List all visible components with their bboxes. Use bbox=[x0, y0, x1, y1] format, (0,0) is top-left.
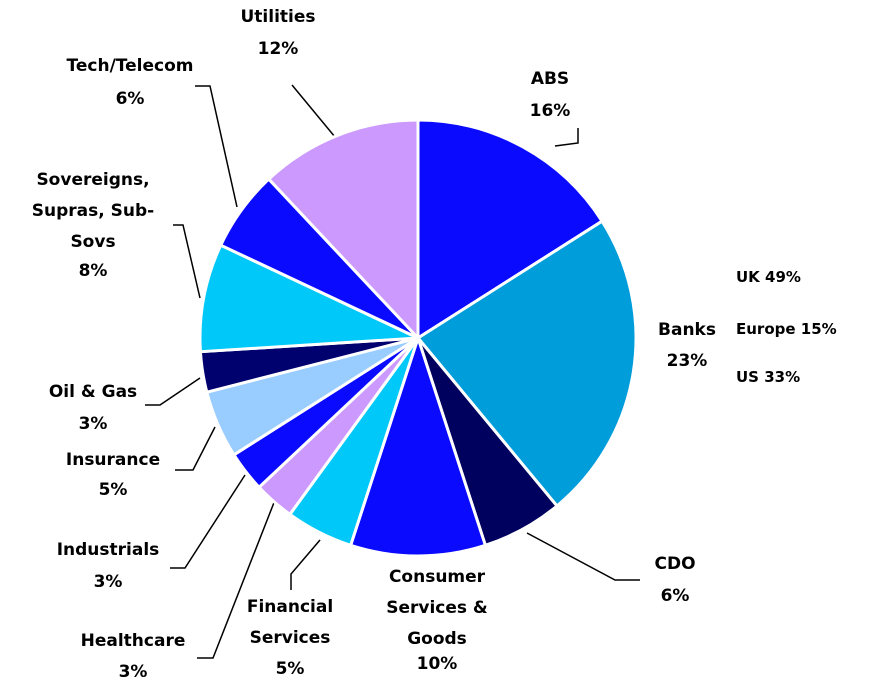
annotation: Europe 15% bbox=[736, 320, 837, 338]
category-label: Banks bbox=[658, 320, 716, 340]
leader-line bbox=[170, 474, 246, 569]
leader-line bbox=[197, 499, 276, 659]
value-label: 16% bbox=[529, 101, 571, 121]
category-label: CDO bbox=[654, 554, 696, 574]
leader-line bbox=[145, 377, 201, 406]
category-label: Industrials bbox=[56, 540, 160, 560]
pie-slice bbox=[266, 118, 420, 342]
value-label: 3% bbox=[78, 414, 108, 434]
category-label: Consumer Services & Goods bbox=[386, 567, 488, 649]
leader-line bbox=[526, 532, 640, 581]
annotation: US 33% bbox=[736, 368, 801, 386]
value-label: 3% bbox=[118, 662, 148, 681]
leader-lines bbox=[145, 84, 640, 659]
value-label: 12% bbox=[257, 39, 299, 59]
leader-line bbox=[290, 539, 321, 590]
category-label: Sovereigns, Supras, Sub- Sovs bbox=[31, 170, 155, 252]
category-label: ABS bbox=[530, 69, 570, 89]
pie-slice bbox=[198, 243, 419, 354]
category-label: Tech/Telecom bbox=[66, 56, 194, 76]
pie-slice bbox=[415, 219, 638, 509]
leader-line bbox=[175, 426, 216, 471]
category-label: Healthcare bbox=[80, 631, 186, 651]
value-label: 10% bbox=[416, 654, 458, 674]
leader-line bbox=[173, 224, 201, 299]
value-label: 5% bbox=[98, 480, 128, 500]
value-label: 5% bbox=[275, 659, 305, 679]
value-label: 6% bbox=[115, 89, 145, 109]
leader-line bbox=[195, 85, 238, 208]
category-label: Oil & Gas bbox=[48, 382, 138, 402]
category-label: Financial Services bbox=[246, 597, 334, 648]
category-label: Insurance bbox=[65, 450, 161, 470]
value-label: 3% bbox=[93, 572, 123, 592]
annotation: UK 49% bbox=[736, 268, 801, 286]
leader-line bbox=[554, 128, 579, 147]
leader-line bbox=[291, 84, 336, 138]
pie-slice bbox=[416, 118, 605, 341]
value-label: 8% bbox=[78, 261, 108, 281]
value-label: 6% bbox=[660, 586, 690, 606]
pie-slice bbox=[348, 333, 488, 558]
category-label: Utilities bbox=[240, 7, 316, 27]
value-label: 23% bbox=[666, 351, 708, 371]
